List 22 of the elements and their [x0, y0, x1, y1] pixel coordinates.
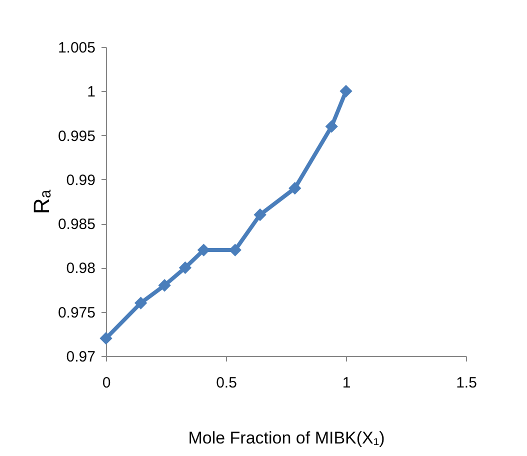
x-tick-label: 0.5	[216, 374, 237, 392]
y-tick-label: 0.99	[66, 172, 96, 189]
point	[100, 332, 112, 345]
point	[158, 279, 171, 292]
point	[340, 84, 352, 98]
x-tick-label: 1.5	[456, 374, 477, 392]
point	[178, 261, 192, 274]
point	[288, 182, 302, 195]
x-axis-title: Mole Fraction of MIBK(X₁)	[188, 428, 385, 448]
y-axis-title: Rₐ	[28, 189, 54, 214]
y-tick-label: 1.005	[58, 40, 96, 56]
y-tick-label: 0.97	[66, 348, 96, 366]
y-tick-label: 0.985	[58, 216, 96, 234]
y-tick-label: 1	[87, 84, 96, 101]
y-tick-label: 0.995	[58, 128, 96, 145]
y-tick-label: 0.98	[66, 260, 96, 278]
x-tick-label: 1	[342, 374, 351, 392]
y-tick-label: 0.975	[58, 304, 96, 322]
point	[325, 120, 338, 133]
point	[254, 208, 266, 222]
x-tick-label: 0	[102, 374, 111, 392]
point	[134, 296, 148, 310]
